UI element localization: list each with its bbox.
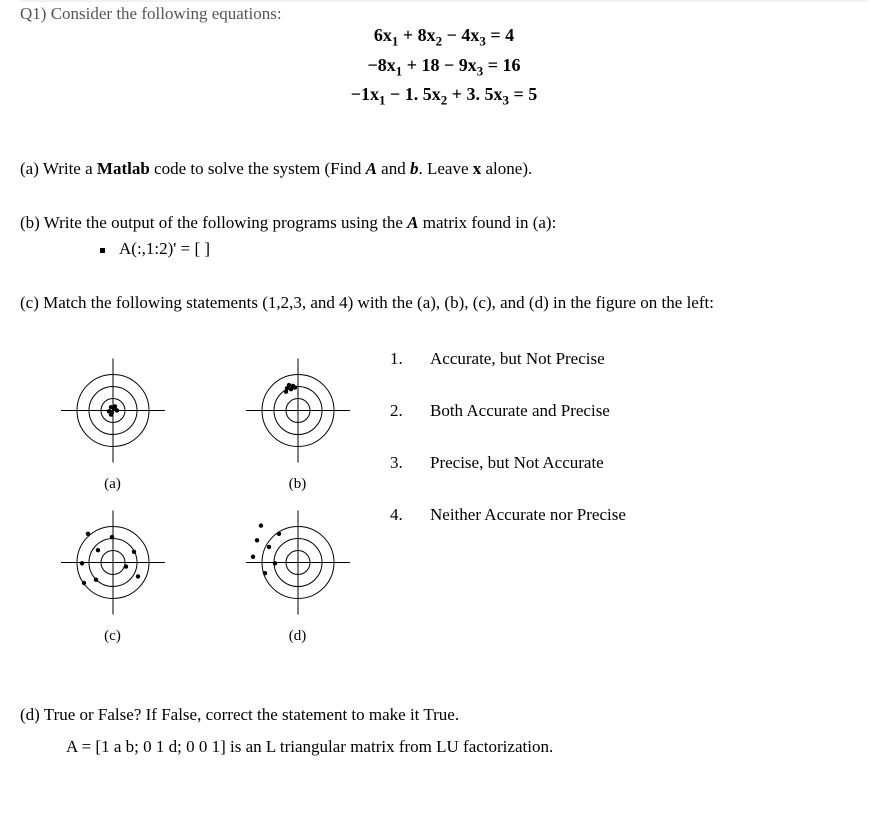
- target-d: (d): [205, 501, 390, 645]
- option-text: Accurate, but Not Precise: [430, 349, 605, 369]
- equation-2: −8x1 + 18 − 9x3 = 16: [20, 52, 868, 82]
- question-header: Q1) Consider the following equations:: [20, 4, 868, 24]
- option-text: Precise, but Not Accurate: [430, 453, 604, 473]
- target-caption-c: (c): [104, 628, 121, 645]
- option-text: Neither Accurate nor Precise: [430, 505, 626, 525]
- equations-block: 6x1 + 8x2 − 4x3 = 4 −8x1 + 18 − 9x3 = 16…: [20, 22, 868, 111]
- option-number: 1.: [390, 349, 430, 369]
- equation-3: −1x1 − 1. 5x2 + 3. 5x3 = 5: [20, 81, 868, 111]
- part-a-text: Write a Matlab code to solve the system …: [43, 159, 532, 178]
- part-c-text: Match the following statements (1,2,3, a…: [43, 293, 714, 312]
- targets-column: (a) (b) (c) (d): [20, 349, 390, 645]
- part-a-label: (a): [20, 159, 39, 178]
- target-b: (b): [205, 349, 390, 493]
- option-row-4: 4.Neither Accurate nor Precise: [390, 505, 868, 525]
- option-number: 2.: [390, 401, 430, 421]
- target-caption-b: (b): [289, 476, 307, 493]
- target-diagram-b: [223, 349, 373, 472]
- option-row-1: 1.Accurate, but Not Precise: [390, 349, 868, 369]
- target-caption-d: (d): [289, 628, 307, 645]
- target-diagram-c: [38, 501, 188, 624]
- part-c: (c) Match the following statements (1,2,…: [20, 293, 868, 645]
- options-column: 1.Accurate, but Not Precise 2.Both Accura…: [390, 349, 868, 557]
- part-b-text: Write the output of the following progra…: [44, 213, 557, 232]
- option-text: Both Accurate and Precise: [430, 401, 610, 421]
- target-a: (a): [20, 349, 205, 493]
- target-diagram-a: [38, 349, 188, 472]
- part-d-body: A = [1 a b; 0 1 d; 0 0 1] is an L triang…: [66, 737, 868, 757]
- part-b: (b) Write the output of the following pr…: [20, 213, 868, 259]
- part-a: (a) Write a Matlab code to solve the sys…: [20, 159, 868, 179]
- option-number: 4.: [390, 505, 430, 525]
- target-diagram-d: [223, 501, 373, 624]
- match-section: (a) (b) (c) (d) 1.Accurate, but Not Precise…: [20, 349, 868, 645]
- part-d-text: True or False? If False, correct the sta…: [44, 705, 459, 724]
- part-b-label: (b): [20, 213, 40, 232]
- option-row-2: 2.Both Accurate and Precise: [390, 401, 868, 421]
- part-d-label: (d): [20, 705, 40, 724]
- part-b-bullet: A(:,1:2)' = [ ]: [100, 239, 868, 259]
- part-d: (d) True or False? If False, correct the…: [20, 705, 868, 757]
- target-caption-a: (a): [104, 476, 121, 493]
- option-number: 3.: [390, 453, 430, 473]
- equation-1: 6x1 + 8x2 − 4x3 = 4: [20, 22, 868, 52]
- target-c: (c): [20, 501, 205, 645]
- part-c-label: (c): [20, 293, 39, 312]
- option-row-3: 3.Precise, but Not Accurate: [390, 453, 868, 473]
- bullet-icon: [100, 248, 105, 253]
